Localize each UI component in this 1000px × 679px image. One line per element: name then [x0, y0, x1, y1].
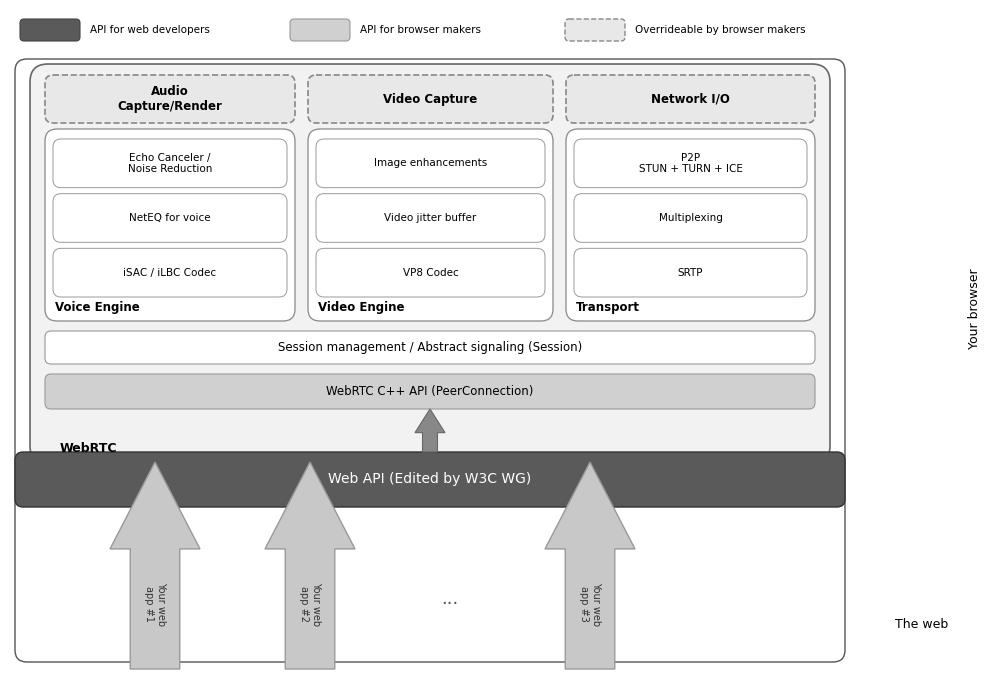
- Polygon shape: [415, 409, 445, 452]
- FancyBboxPatch shape: [316, 194, 545, 242]
- Text: Your web
app #2: Your web app #2: [299, 582, 321, 626]
- Text: Multiplexing: Multiplexing: [659, 213, 722, 223]
- FancyBboxPatch shape: [15, 452, 845, 507]
- Text: Your browser: Your browser: [968, 269, 982, 349]
- FancyBboxPatch shape: [308, 129, 553, 321]
- Text: The web: The web: [895, 617, 948, 631]
- FancyBboxPatch shape: [574, 139, 807, 187]
- Polygon shape: [265, 462, 355, 669]
- Text: iSAC / iLBC Codec: iSAC / iLBC Codec: [123, 268, 217, 278]
- FancyBboxPatch shape: [566, 129, 815, 321]
- FancyBboxPatch shape: [574, 194, 807, 242]
- Text: API for web developers: API for web developers: [90, 25, 210, 35]
- Text: Your web
app #3: Your web app #3: [579, 582, 601, 626]
- FancyBboxPatch shape: [15, 59, 845, 662]
- Text: SRTP: SRTP: [678, 268, 703, 278]
- Text: Overrideable by browser makers: Overrideable by browser makers: [635, 25, 806, 35]
- Text: WebRTC C++ API (PeerConnection): WebRTC C++ API (PeerConnection): [326, 385, 534, 398]
- Text: Echo Canceler /
Noise Reduction: Echo Canceler / Noise Reduction: [128, 153, 212, 174]
- Text: Web API (Edited by W3C WG): Web API (Edited by W3C WG): [328, 473, 532, 486]
- FancyBboxPatch shape: [53, 194, 287, 242]
- FancyBboxPatch shape: [45, 129, 295, 321]
- Text: Video jitter buffer: Video jitter buffer: [384, 213, 477, 223]
- Polygon shape: [110, 462, 200, 669]
- FancyBboxPatch shape: [574, 249, 807, 297]
- Text: Audio
Capture/Render: Audio Capture/Render: [118, 85, 222, 113]
- FancyBboxPatch shape: [316, 249, 545, 297]
- FancyBboxPatch shape: [308, 75, 553, 123]
- FancyBboxPatch shape: [316, 139, 545, 187]
- Text: Voice Engine: Voice Engine: [55, 301, 140, 314]
- FancyBboxPatch shape: [45, 75, 295, 123]
- Polygon shape: [545, 462, 635, 669]
- FancyBboxPatch shape: [565, 19, 625, 41]
- FancyBboxPatch shape: [45, 331, 815, 364]
- Text: API for browser makers: API for browser makers: [360, 25, 481, 35]
- Text: Your web
app #1: Your web app #1: [144, 582, 166, 626]
- FancyBboxPatch shape: [45, 374, 815, 409]
- FancyBboxPatch shape: [30, 64, 830, 464]
- Text: Transport: Transport: [576, 301, 640, 314]
- Text: Video Capture: Video Capture: [383, 92, 478, 105]
- FancyBboxPatch shape: [290, 19, 350, 41]
- Text: WebRTC: WebRTC: [60, 441, 118, 454]
- Text: ...: ...: [441, 590, 459, 608]
- FancyBboxPatch shape: [53, 139, 287, 187]
- FancyBboxPatch shape: [20, 19, 80, 41]
- FancyBboxPatch shape: [53, 249, 287, 297]
- Text: Video Engine: Video Engine: [318, 301, 404, 314]
- Text: Session management / Abstract signaling (Session): Session management / Abstract signaling …: [278, 341, 582, 354]
- FancyBboxPatch shape: [566, 75, 815, 123]
- Text: Image enhancements: Image enhancements: [374, 158, 487, 168]
- Text: NetEQ for voice: NetEQ for voice: [129, 213, 211, 223]
- Text: Network I/O: Network I/O: [651, 92, 730, 105]
- Text: VP8 Codec: VP8 Codec: [403, 268, 458, 278]
- Text: P2P
STUN + TURN + ICE: P2P STUN + TURN + ICE: [639, 153, 742, 174]
